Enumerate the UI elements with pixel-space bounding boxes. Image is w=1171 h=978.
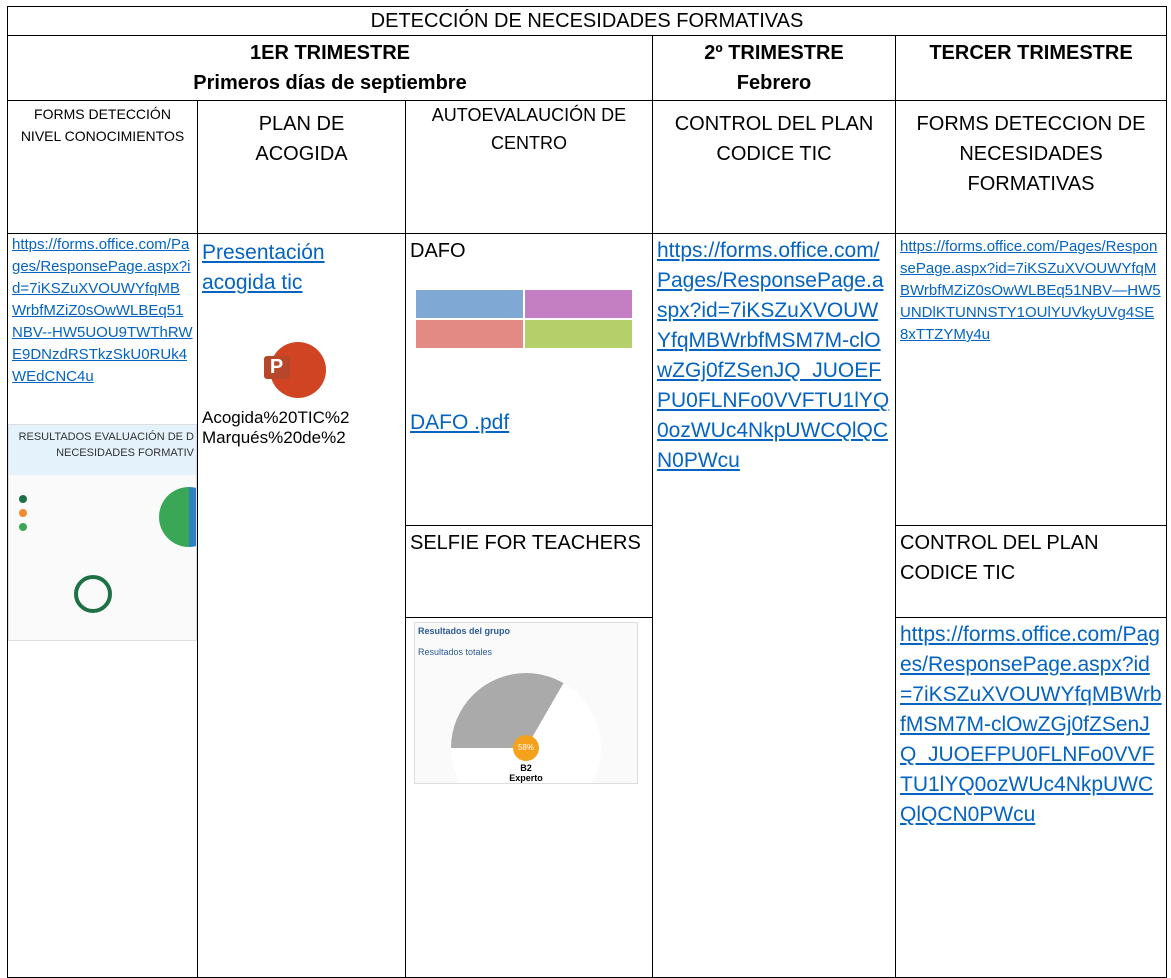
- term-period: Primeros días de septiembre: [193, 72, 467, 94]
- term: 1ER TRIMESTRE: [249, 42, 411, 64]
- selfie-image-subtitle: Resultados totales: [418, 647, 493, 657]
- control-title: CONTROL DEL PLAN CODICE TIC: [894, 525, 1168, 618]
- term-period: Febrero: [736, 72, 812, 94]
- acogida-cell: Presentación acogida tic P Acogida%20TIC…: [197, 233, 406, 978]
- selfie-cell: Resultados del grupo Resultados totales …: [405, 617, 653, 978]
- forms-link[interactable]: https://forms.office.com/Pages/ResponseP…: [12, 236, 193, 385]
- gauge-center: 58%: [513, 735, 539, 761]
- selfie-image-title: Resultados del grupo: [418, 626, 511, 636]
- dafo-box: [416, 290, 523, 318]
- legend-dot: [19, 509, 27, 517]
- legend-dot: [19, 523, 27, 531]
- level-name: Experto: [509, 773, 543, 783]
- legend-dot: [19, 495, 27, 503]
- column-header: CONTROL DEL PLAN CODICE TIC: [652, 100, 896, 234]
- term-cell: 2º TRIMESTRE Febrero: [652, 35, 896, 101]
- level: B2: [520, 763, 532, 773]
- selfie-thumbnail: Resultados del grupo Resultados totales …: [414, 622, 638, 784]
- thumbnail-header: RESULTADOS EVALUACIÓN DE D NECESIDADES FO…: [9, 425, 196, 475]
- dafo-box: [525, 320, 632, 348]
- dafo-box: [525, 290, 632, 318]
- selfie-title: SELFIE FOR TEACHERS: [405, 525, 653, 618]
- term: TERCER TRIMESTRE: [929, 42, 1133, 64]
- necesidades-link[interactable]: https://forms.office.com/Pages/ResponseP…: [900, 238, 1161, 343]
- ppt-icon: P: [263, 342, 326, 398]
- term-cell: 1ER TRIMESTRE Primeros días de septiembre: [7, 35, 653, 101]
- term: 2º TRIMESTRE: [704, 42, 844, 64]
- file-line: Marqués%20de%2: [202, 428, 346, 447]
- level-label: B2 Experto: [415, 763, 637, 783]
- control-link-cell: https://forms.office.com/Pages/ResponseP…: [894, 617, 1168, 978]
- necesidades-cell: https://forms.office.com/Pages/ResponseP…: [894, 233, 1168, 526]
- column-header: FORMS DETECCION DE NECESIDADES FORMATIVA…: [894, 100, 1168, 234]
- needs-table: DETECCIÓN DE NECESIDADES FORMATIVAS 1ER …: [6, 6, 1168, 978]
- dafo-link[interactable]: DAFO .pdf: [410, 411, 510, 434]
- control-link[interactable]: https://forms.office.com/Pages/ResponseP…: [900, 623, 1162, 826]
- column-header: PLAN DE ACOGIDA: [197, 100, 406, 234]
- file-line: Acogida%20TIC%2: [202, 408, 350, 427]
- dafo-thumbnail: [416, 290, 632, 348]
- results-thumbnail: RESULTADOS EVALUACIÓN DE D NECESIDADES FO…: [8, 424, 197, 641]
- column-header: FORMS DETECCIÓN NIVEL CONOCIMIENTOS: [7, 100, 198, 234]
- icon-letter: P: [263, 356, 290, 379]
- gauge: [451, 673, 601, 783]
- codice-link[interactable]: https://forms.office.com/Pages/ResponseP…: [657, 239, 890, 472]
- dafo-title: DAFO: [410, 240, 466, 262]
- file-name: Acogida%20TIC%2 Marqués%20de%2: [202, 408, 401, 448]
- acogida-link[interactable]: Presentación acogida tic: [202, 241, 325, 294]
- column-header: AUTOEVALAUCIÓN DE CENTRO: [405, 100, 653, 234]
- thumbnail-title: NECESIDADES FORMATIV: [56, 447, 194, 459]
- ring-thumbnail: [74, 575, 112, 613]
- pie-thumbnail: [159, 487, 196, 547]
- table-title: DETECCIÓN DE NECESIDADES FORMATIVAS: [6, 6, 1168, 36]
- thumbnail-title: RESULTADOS EVALUACIÓN DE D: [18, 431, 194, 443]
- dafo-box: [416, 320, 523, 348]
- term-cell: TERCER TRIMESTRE: [894, 35, 1168, 101]
- codice-cell: https://forms.office.com/Pages/ResponseP…: [652, 233, 896, 978]
- forms-cell: https://forms.office.com/Pages/ResponseP…: [7, 233, 198, 978]
- dafo-cell: DAFO DAFO .pdf: [405, 233, 653, 526]
